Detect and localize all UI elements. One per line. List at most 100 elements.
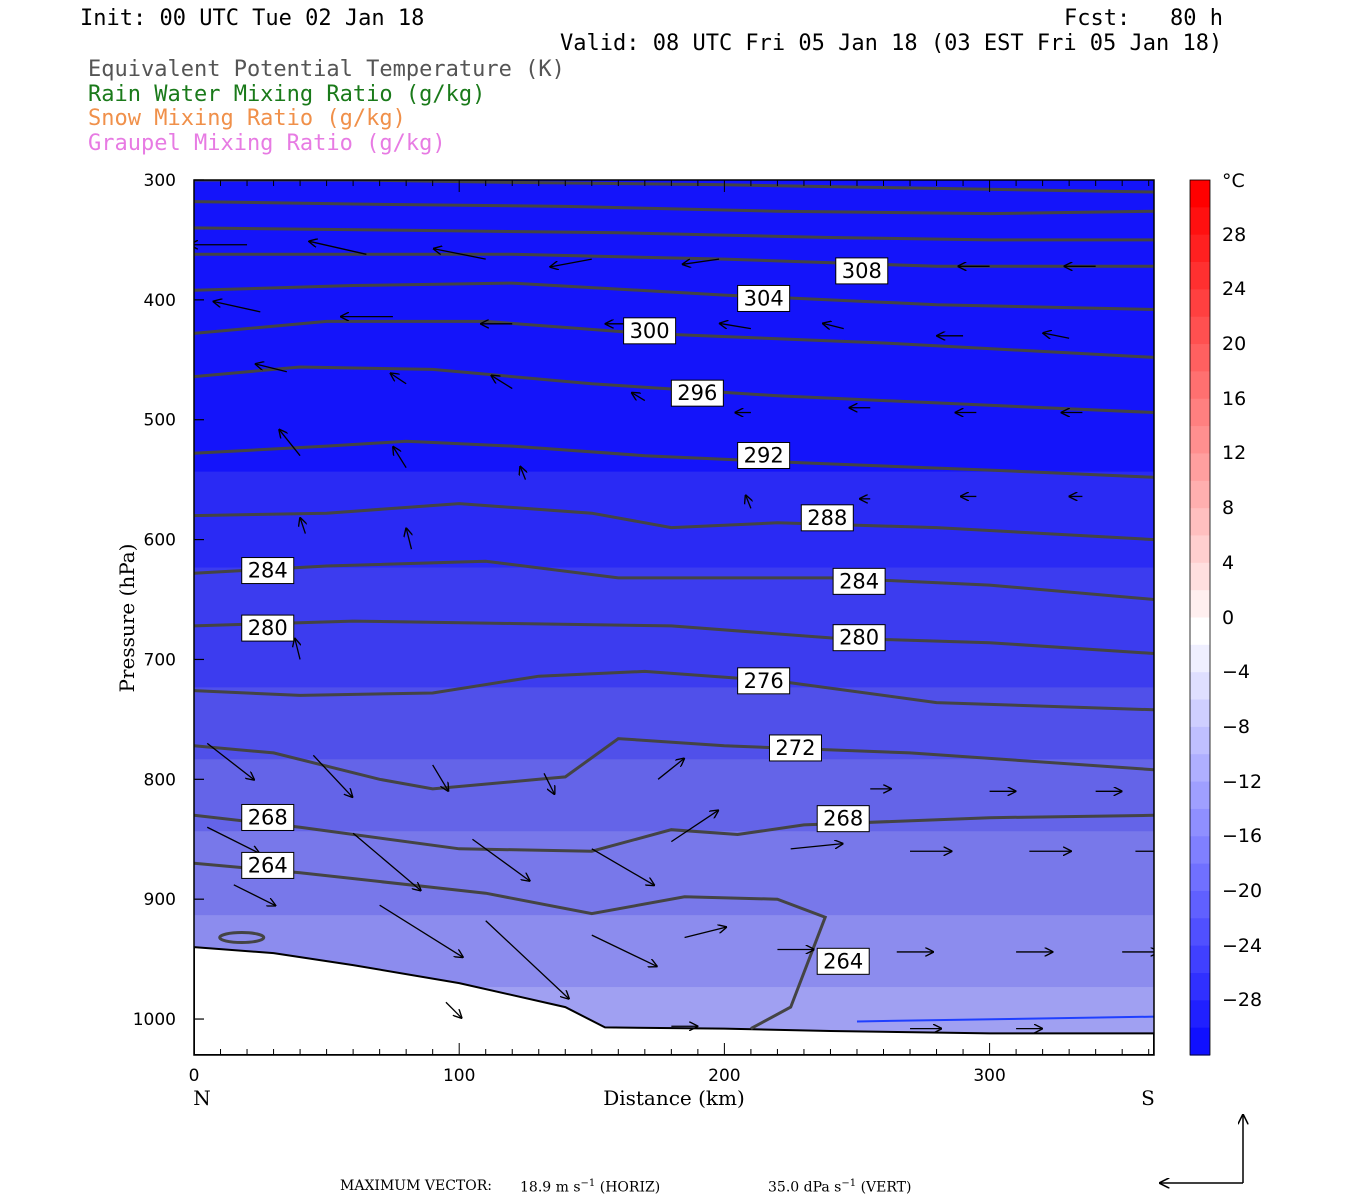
colorbar-swatch xyxy=(1190,316,1210,345)
wind-vector xyxy=(684,927,727,939)
wind-vector xyxy=(233,884,276,906)
vert-exponent: −1 xyxy=(841,1178,857,1189)
colorbar-swatch xyxy=(1190,699,1210,728)
colorbar-swatch xyxy=(1190,344,1210,373)
wind-vector xyxy=(591,934,657,966)
contour-label: 264 xyxy=(816,947,870,975)
wind-vectors xyxy=(194,241,1154,1028)
contour-labels: 308 304 300 296 292 288 284 284 280 280 276 272 268 2… xyxy=(241,257,889,975)
horiz-exponent: −1 xyxy=(580,1178,596,1189)
contour-closed xyxy=(218,931,266,945)
contour-line xyxy=(194,281,1154,311)
wind-vector xyxy=(683,258,720,264)
x-tick-label: 200 xyxy=(708,1066,740,1086)
colorbar-swatch xyxy=(1190,234,1210,263)
colorbar-tick-label: −16 xyxy=(1222,825,1263,848)
colorbar-swatch xyxy=(1190,836,1210,865)
contour-label: 280 xyxy=(832,624,886,652)
colorbar-swatch xyxy=(1190,1027,1210,1056)
contour-line xyxy=(194,669,1154,712)
contour-label: 284 xyxy=(241,557,295,585)
colorbar-swatch xyxy=(1190,945,1210,974)
contour-label: 280 xyxy=(241,614,295,642)
colorbar-tick-label: −12 xyxy=(1222,770,1263,793)
colorbar-swatch xyxy=(1190,289,1210,318)
max-vector-label: MAXIMUM VECTOR: xyxy=(340,1178,492,1194)
colorbar-swatch xyxy=(1190,371,1210,400)
horiz-unit: (HORIZ) xyxy=(599,1179,661,1196)
contour-label-text: 276 xyxy=(744,669,784,693)
contour-label: 268 xyxy=(241,803,295,831)
contour-label-text: 296 xyxy=(677,381,717,405)
contour-line xyxy=(194,502,1154,542)
colorbar-swatch xyxy=(1190,480,1210,509)
colorbar-swatch xyxy=(1190,453,1210,482)
contour-label-text: 264 xyxy=(248,853,288,877)
contour-line xyxy=(194,861,828,1030)
wind-vector xyxy=(213,301,261,313)
contour-label-text: 280 xyxy=(839,626,879,650)
y-tick-label: 300 xyxy=(144,171,176,191)
contour-label-text: 284 xyxy=(248,559,288,583)
axes: 300 400 500 600 700 800 900 1000 0 100 200 300 xyxy=(133,171,1150,1086)
wind-vector xyxy=(434,249,486,260)
wind-vector xyxy=(309,241,367,255)
y-tick-label: 400 xyxy=(144,291,176,311)
wind-vector xyxy=(657,759,684,780)
contour-label-text: 272 xyxy=(775,736,815,760)
contour-label-text: 284 xyxy=(839,569,879,593)
wind-vector xyxy=(406,528,411,550)
wind-vector xyxy=(720,323,752,330)
field-label-snow: Snow Mixing Ratio (g/kg) xyxy=(88,106,406,131)
y-tick-label: 900 xyxy=(144,890,176,910)
plot-frame xyxy=(193,179,1155,1056)
colorbar-swatch xyxy=(1190,754,1210,783)
colorbar-tick-label: 0 xyxy=(1222,606,1235,629)
colorbar-tick-label: 4 xyxy=(1222,551,1235,574)
colorbar-swatch xyxy=(1190,972,1210,1001)
wind-vector xyxy=(632,393,646,402)
contour-label: 308 xyxy=(835,257,889,285)
colorbar-tick-label: 24 xyxy=(1222,278,1247,301)
colorbar-swatch xyxy=(1190,808,1210,837)
wind-vector xyxy=(591,848,654,885)
colorbar-swatch xyxy=(1190,508,1210,537)
contour-label: 288 xyxy=(800,504,854,532)
contour-label-text: 300 xyxy=(630,319,670,343)
x-tick-label: 100 xyxy=(443,1066,475,1086)
y-tick-label: 800 xyxy=(144,770,176,790)
north-label: N xyxy=(193,1086,211,1110)
y-axis-label: Pressure (hPa) xyxy=(115,544,139,693)
colorbar-swatch xyxy=(1190,426,1210,455)
vert-value: 35.0 dPa s xyxy=(768,1179,842,1196)
wind-vector xyxy=(206,742,254,779)
contour-label: 268 xyxy=(816,805,870,833)
wind-vector xyxy=(520,467,525,480)
reference-vector-icon xyxy=(1160,1115,1243,1183)
wind-vector xyxy=(746,495,751,509)
colorbar-tick-label: −28 xyxy=(1222,989,1263,1012)
contour-label-text: 280 xyxy=(248,616,288,640)
wind-vector xyxy=(391,373,407,385)
colorbar-swatch xyxy=(1190,1000,1210,1029)
colorbar xyxy=(1189,179,1211,1056)
contour-label-text: 308 xyxy=(842,259,882,283)
wind-vector xyxy=(491,376,513,390)
x-tick-label: 300 xyxy=(973,1066,1005,1086)
wind-vector xyxy=(790,844,843,850)
wind-vector xyxy=(206,826,259,853)
colorbar-swatch xyxy=(1190,562,1210,591)
contour-line xyxy=(194,619,1154,655)
wind-vector xyxy=(543,773,554,794)
wind-vector xyxy=(432,764,449,791)
colorbar-tick-label: 12 xyxy=(1222,442,1247,465)
y-tick-label: 500 xyxy=(144,411,176,431)
surface-moisture-line xyxy=(856,1015,1154,1023)
x-tick-label: 0 xyxy=(189,1066,200,1086)
colorbar-tick-label: −8 xyxy=(1222,715,1251,738)
colorbar-swatch xyxy=(1190,180,1210,208)
contour-label-text: 264 xyxy=(823,949,863,973)
contour-line xyxy=(194,365,1154,414)
wind-vector xyxy=(550,258,592,267)
